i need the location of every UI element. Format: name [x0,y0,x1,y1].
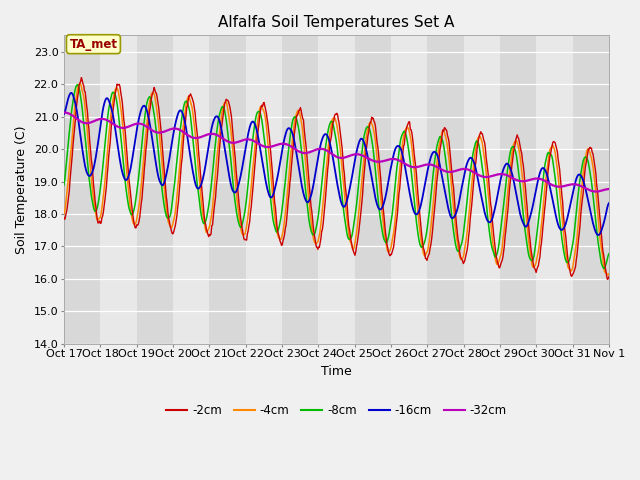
X-axis label: Time: Time [321,365,352,378]
Bar [100,36,136,344]
Title: Alfalfa Soil Temperatures Set A: Alfalfa Soil Temperatures Set A [218,15,454,30]
Text: TA_met: TA_met [69,37,117,51]
Bar [355,36,391,344]
Bar [573,36,609,344]
Bar [173,36,209,344]
Bar [64,36,100,344]
Bar [246,36,282,344]
Bar [282,36,318,344]
Bar [463,36,500,344]
Bar [536,36,573,344]
Bar [318,36,355,344]
Bar [136,36,173,344]
Y-axis label: Soil Temperature (C): Soil Temperature (C) [15,125,28,254]
Bar [391,36,428,344]
Bar [500,36,536,344]
Bar [209,36,246,344]
Bar [428,36,463,344]
Legend: -2cm, -4cm, -8cm, -16cm, -32cm: -2cm, -4cm, -8cm, -16cm, -32cm [161,399,511,421]
